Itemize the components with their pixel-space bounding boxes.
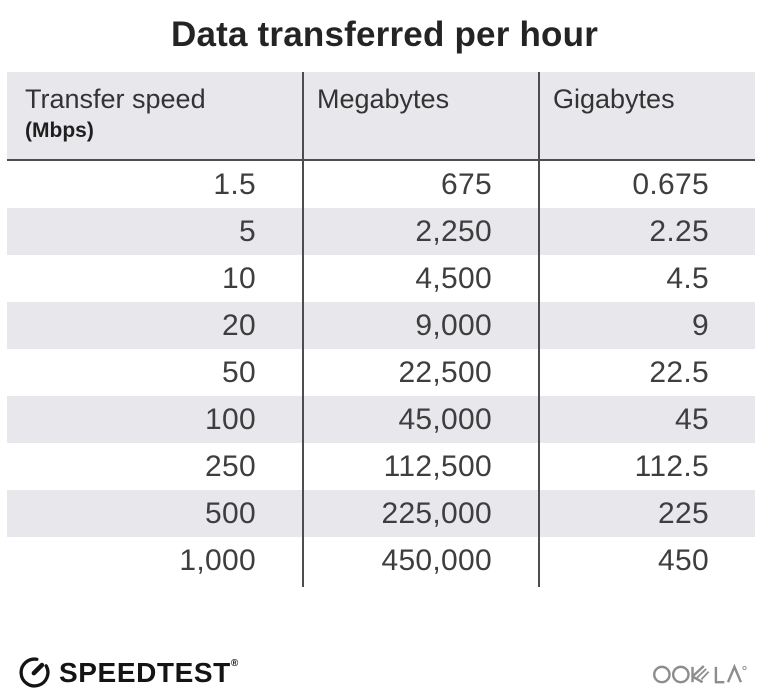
cell-megabytes: 112,500 bbox=[302, 443, 538, 490]
column-header-megabytes: Megabytes bbox=[302, 72, 538, 159]
cell-gigabytes: 0.675 bbox=[538, 161, 755, 208]
ookla-wordmark-icon bbox=[653, 663, 747, 684]
cell-megabytes: 45,000 bbox=[302, 396, 538, 443]
cell-gigabytes: 22.5 bbox=[538, 349, 755, 396]
table-row: 1.5 675 0.675 bbox=[7, 161, 755, 208]
table-row: 500 225,000 225 bbox=[7, 490, 755, 537]
speedtest-wordmark: SPEEDTEST bbox=[59, 656, 231, 688]
cell-transfer-speed: 1,000 bbox=[179, 544, 256, 577]
registered-trademark-icon: ® bbox=[230, 658, 239, 669]
speedtest-logo: SPEEDTEST ® bbox=[18, 656, 238, 689]
cell-megabytes: 9,000 bbox=[302, 302, 538, 349]
speedtest-gauge-icon bbox=[19, 657, 50, 688]
table-row: 1,000 450,000 450 bbox=[7, 537, 755, 584]
cell-gigabytes: 450 bbox=[538, 537, 755, 584]
data-table: Transfer speed (Mbps) Megabytes Gigabyte… bbox=[7, 72, 755, 587]
column-header-transfer-speed-unit: (Mbps) bbox=[25, 119, 94, 142]
cell-megabytes: 450,000 bbox=[302, 537, 538, 584]
cell-megabytes: 225,000 bbox=[302, 490, 538, 537]
cell-gigabytes: 45 bbox=[538, 396, 755, 443]
cell-transfer-speed: 250 bbox=[205, 450, 256, 483]
cell-megabytes: 4,500 bbox=[302, 255, 538, 302]
cell-gigabytes: 4.5 bbox=[538, 255, 755, 302]
table-header-row: Transfer speed (Mbps) Megabytes Gigabyte… bbox=[7, 72, 755, 161]
cell-gigabytes: 2.25 bbox=[538, 208, 755, 255]
cell-megabytes: 675 bbox=[302, 161, 538, 208]
cell-megabytes: 2,250 bbox=[302, 208, 538, 255]
cell-transfer-speed: 100 bbox=[205, 403, 256, 436]
table-row: 50 22,500 22.5 bbox=[7, 349, 755, 396]
table-row: 100 45,000 45 bbox=[7, 396, 755, 443]
cell-megabytes: 22,500 bbox=[302, 349, 538, 396]
table-row: 5 2,250 2.25 bbox=[7, 208, 755, 255]
page-title: Data transferred per hour bbox=[170, 15, 599, 54]
cell-transfer-speed: 50 bbox=[222, 356, 256, 389]
cell-gigabytes: 112.5 bbox=[538, 443, 755, 490]
cell-gigabytes: 225 bbox=[538, 490, 755, 537]
table-row: 10 4,500 4.5 bbox=[7, 255, 755, 302]
cell-transfer-speed: 500 bbox=[205, 497, 256, 530]
table-body: 1.5 675 0.675 5 2,250 2.25 10 4,500 4.5 bbox=[7, 161, 755, 587]
cell-transfer-speed: 1.5 bbox=[213, 168, 256, 201]
column-header-gigabytes: Gigabytes bbox=[538, 72, 755, 159]
cell-transfer-speed: 10 bbox=[222, 262, 256, 295]
cell-gigabytes: 9 bbox=[538, 302, 755, 349]
ookla-logo: OOKLA bbox=[653, 660, 753, 685]
table-row: 250 112,500 112.5 bbox=[7, 443, 755, 490]
cell-transfer-speed: 20 bbox=[222, 309, 256, 342]
column-header-transfer-speed: Transfer speed (Mbps) bbox=[7, 72, 302, 159]
column-header-transfer-speed-label: Transfer speed bbox=[25, 84, 206, 114]
footer: SPEEDTEST® OOKLA bbox=[18, 656, 753, 689]
cell-transfer-speed: 5 bbox=[239, 215, 256, 248]
table-row: 20 9,000 9 bbox=[7, 302, 755, 349]
